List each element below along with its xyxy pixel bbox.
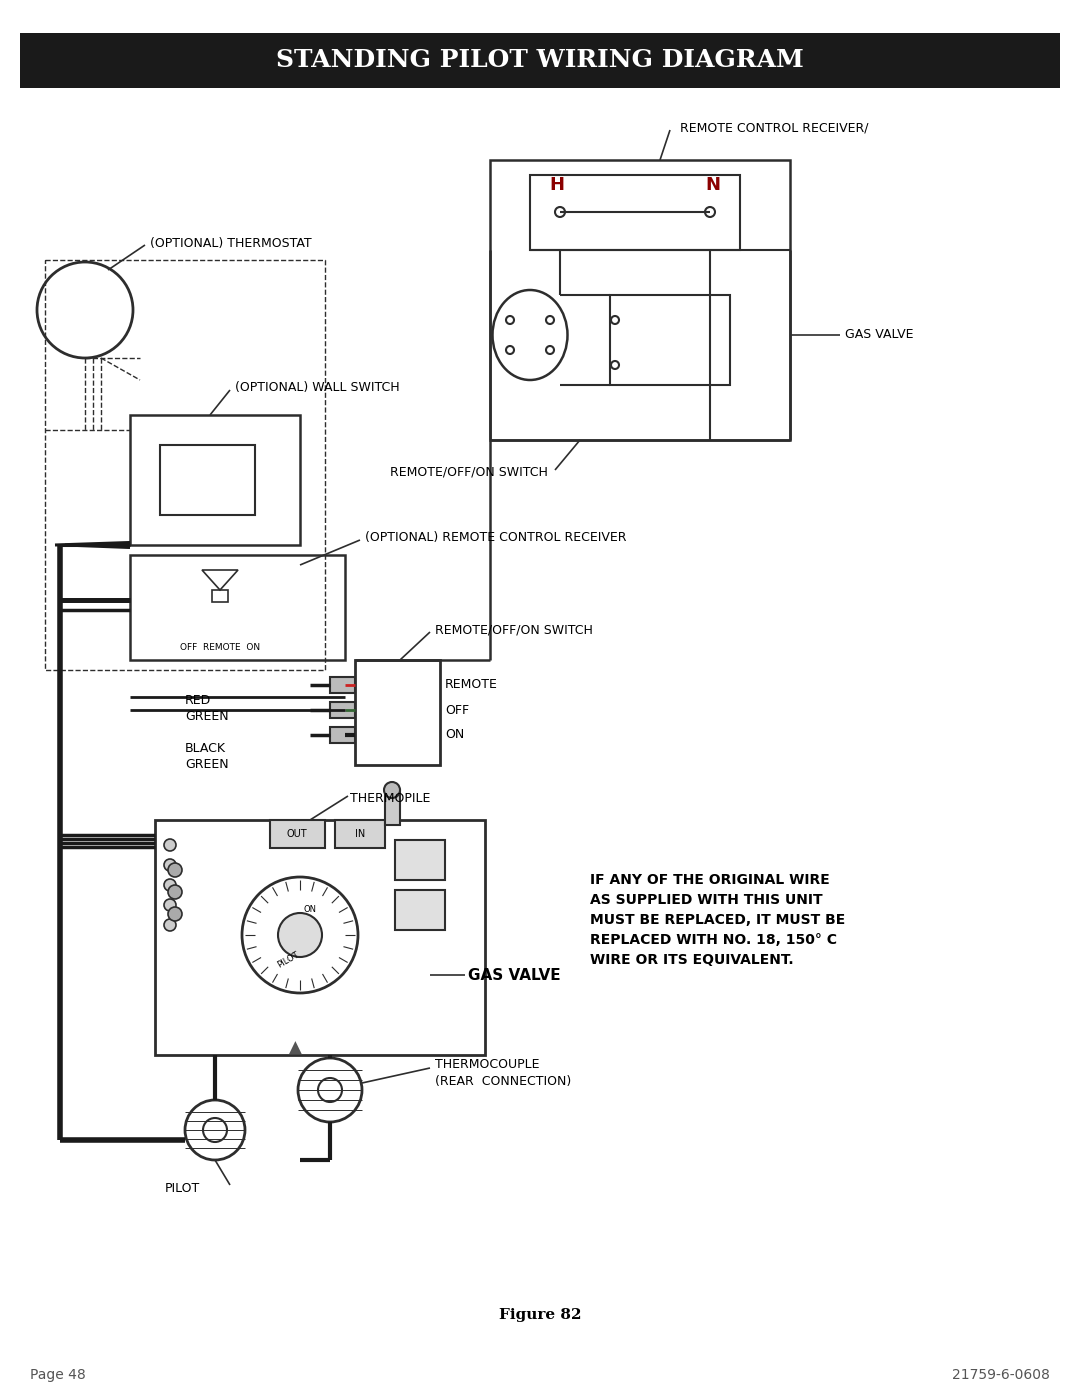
Bar [212,590,228,602]
Circle shape [168,886,183,900]
Bar [335,820,384,848]
Text: RED: RED [185,693,212,707]
Circle shape [611,316,619,324]
Bar [330,726,355,743]
Circle shape [164,919,176,930]
Text: REMOTE: REMOTE [445,679,498,692]
Text: (OPTIONAL) REMOTE CONTROL RECEIVER: (OPTIONAL) REMOTE CONTROL RECEIVER [365,531,626,545]
Text: GAS VALVE: GAS VALVE [845,328,914,341]
Text: IF ANY OF THE ORIGINAL WIRE: IF ANY OF THE ORIGINAL WIRE [590,873,829,887]
Bar [610,295,730,386]
Bar [330,703,355,718]
Text: MUST BE REPLACED, IT MUST BE: MUST BE REPLACED, IT MUST BE [590,914,846,928]
Text: 21759-6-0608: 21759-6-0608 [953,1368,1050,1382]
Text: OFF  REMOTE  ON: OFF REMOTE ON [180,644,260,652]
Text: STANDING PILOT WIRING DIAGRAM: STANDING PILOT WIRING DIAGRAM [276,47,804,73]
Text: REMOTE/OFF/ON SWITCH: REMOTE/OFF/ON SWITCH [435,623,593,637]
Circle shape [242,877,357,993]
Bar [160,446,255,515]
Text: AS SUPPLIED WITH THIS UNIT: AS SUPPLIED WITH THIS UNIT [590,893,823,907]
Text: BLACK: BLACK [185,742,226,754]
Text: THERMOPILE: THERMOPILE [350,792,430,805]
Circle shape [278,914,322,957]
Text: ▲: ▲ [288,1039,301,1058]
Text: OFF: OFF [445,704,469,717]
Circle shape [507,316,514,324]
Text: (REAR  CONNECTION): (REAR CONNECTION) [435,1076,571,1088]
Bar [330,678,355,693]
Text: Figure 82: Figure 82 [499,1308,581,1322]
Text: THERMOCOUPLE: THERMOCOUPLE [435,1059,540,1071]
Text: ON: ON [303,905,316,915]
Text: REMOTE/OFF/ON SWITCH: REMOTE/OFF/ON SWITCH [390,465,548,479]
Bar [270,820,325,848]
Circle shape [164,840,176,851]
Bar [156,820,485,1055]
Text: GREEN: GREEN [185,711,229,724]
Circle shape [546,316,554,324]
Bar [395,890,445,930]
Bar [130,415,300,545]
Bar [490,161,789,440]
Ellipse shape [492,291,567,380]
Circle shape [507,346,514,353]
Bar [530,175,740,250]
Circle shape [37,263,133,358]
Circle shape [318,1078,342,1102]
Polygon shape [202,570,238,590]
Circle shape [168,907,183,921]
Text: PILOT: PILOT [165,1182,200,1194]
Circle shape [298,1058,362,1122]
Circle shape [164,879,176,891]
Circle shape [203,1118,227,1141]
Circle shape [164,900,176,911]
Text: OUT: OUT [286,828,308,840]
Bar [355,659,440,766]
Circle shape [705,207,715,217]
Text: REPLACED WITH NO. 18, 150° C: REPLACED WITH NO. 18, 150° C [590,933,837,947]
Text: PILOT: PILOT [275,950,300,970]
Bar [395,840,445,880]
Text: ON: ON [445,728,464,742]
Circle shape [185,1099,245,1160]
Text: Page 48: Page 48 [30,1368,85,1382]
Circle shape [168,863,183,877]
Text: IN: IN [355,828,365,840]
Text: N: N [705,176,720,194]
Circle shape [611,360,619,369]
Text: GAS VALVE: GAS VALVE [468,968,561,982]
Bar [21,34,1059,88]
Text: WIRE OR ITS EQUIVALENT.: WIRE OR ITS EQUIVALENT. [590,953,794,967]
Circle shape [555,207,565,217]
Circle shape [164,859,176,870]
Text: GREEN: GREEN [185,759,229,771]
Text: (OPTIONAL) THERMOSTAT: (OPTIONAL) THERMOSTAT [150,236,312,250]
Text: (OPTIONAL) WALL SWITCH: (OPTIONAL) WALL SWITCH [235,381,400,394]
Bar [384,789,400,826]
Bar [130,555,345,659]
Circle shape [546,346,554,353]
Circle shape [384,782,400,798]
Text: H: H [550,176,565,194]
Text: REMOTE CONTROL RECEIVER/: REMOTE CONTROL RECEIVER/ [680,122,868,134]
